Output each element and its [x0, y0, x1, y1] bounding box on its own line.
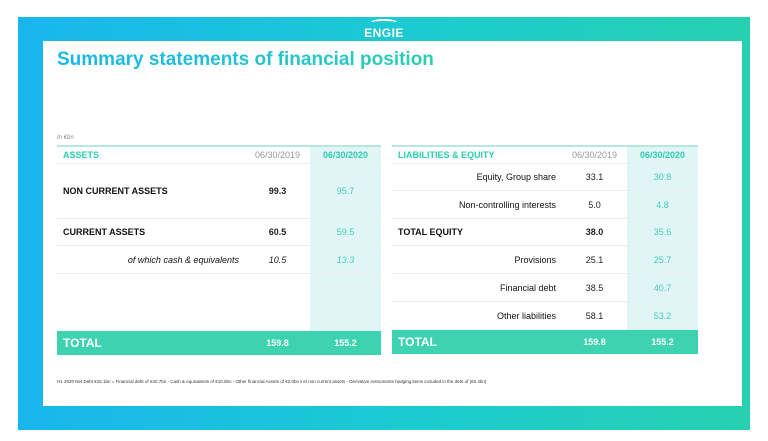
header-2020: 06/30/2020	[310, 145, 381, 164]
header-liabilities: LIABILITIES & EQUITY	[392, 145, 562, 164]
unit-label: In €bn	[57, 135, 74, 141]
row-label: Equity, Group share	[392, 163, 562, 191]
table-row: Other liabilities 58.1 53.2	[392, 301, 698, 330]
value-2019: 10.5	[245, 245, 310, 274]
value-2019: 99.3	[245, 163, 310, 219]
value-2020: 59.5	[310, 218, 381, 246]
row-label: CURRENT ASSETS	[57, 218, 245, 246]
table-header: ASSETS 06/30/2019 06/30/2020	[57, 145, 381, 164]
total-row: TOTAL 159.8 155.2	[57, 330, 381, 355]
table-row: NON CURRENT ASSETS 99.3 95.7	[57, 163, 381, 219]
value-2019: 25.1	[562, 245, 627, 274]
total-2019: 159.8	[245, 330, 310, 355]
header-2019: 06/30/2019	[562, 145, 627, 164]
table-row: Provisions 25.1 25.7	[392, 245, 698, 274]
value-2020: 95.7	[310, 163, 381, 219]
table-row: TOTAL EQUITY 38.0 35.6	[392, 218, 698, 246]
value-2020: 53.2	[627, 301, 698, 330]
liabilities-table: LIABILITIES & EQUITY 06/30/2019 06/30/20…	[392, 145, 698, 354]
header-2019: 06/30/2019	[245, 145, 310, 164]
table-row: Financial debt 38.5 40.7	[392, 273, 698, 302]
assets-table: ASSETS 06/30/2019 06/30/2020 NON CURRENT…	[57, 145, 381, 355]
value-2019: 5.0	[562, 190, 627, 219]
total-2019: 159.8	[562, 329, 627, 354]
empty-row	[57, 273, 381, 331]
row-label: TOTAL EQUITY	[392, 218, 562, 246]
row-label: Non-controlling interests	[392, 190, 562, 219]
value-2020: 25.7	[627, 245, 698, 274]
value-2020: 35.6	[627, 218, 698, 246]
slide-content: Summary statements of financial position…	[43, 41, 742, 406]
row-label: NON CURRENT ASSETS	[57, 163, 245, 219]
table-row: Equity, Group share 33.1 30.8	[392, 163, 698, 191]
table-row: CURRENT ASSETS 60.5 59.5	[57, 218, 381, 246]
row-label: of which cash & equivalents	[57, 245, 245, 274]
total-2020: 155.2	[310, 330, 381, 355]
row-label: Financial debt	[392, 273, 562, 302]
row-label: Other liabilities	[496, 310, 556, 321]
row-label: Provisions	[392, 245, 562, 274]
value-2019: 33.1	[562, 163, 627, 191]
total-label: TOTAL	[57, 330, 245, 355]
page-title: Summary statements of financial position	[57, 49, 434, 70]
total-label: TOTAL	[392, 329, 562, 354]
header-assets: ASSETS	[57, 145, 245, 164]
header-2020: 06/30/2020	[627, 145, 698, 164]
value-2020: 40.7	[627, 273, 698, 302]
value-2019: 60.5	[245, 218, 310, 246]
engie-logo: ENGIE	[18, 19, 750, 40]
footnote: H1 2020 Net Debt €25.1bn = Financial deb…	[57, 379, 487, 384]
logo-text: ENGIE	[364, 26, 404, 40]
value-2019: 38.0	[562, 218, 627, 246]
table-row: of which cash & equivalents 10.5 13.3	[57, 245, 381, 274]
total-2020: 155.2	[627, 329, 698, 354]
value-2020: 4.8	[627, 190, 698, 219]
table-row: Non-controlling interests 5.0 4.8	[392, 190, 698, 219]
table-header: LIABILITIES & EQUITY 06/30/2019 06/30/20…	[392, 145, 698, 164]
value-2019: 38.5	[562, 273, 627, 302]
value-2020: 13.3	[310, 245, 381, 274]
value-2020: 30.8	[627, 163, 698, 191]
value-2019: 58.1	[585, 310, 604, 321]
total-row: TOTAL 159.8 155.2	[392, 329, 698, 354]
